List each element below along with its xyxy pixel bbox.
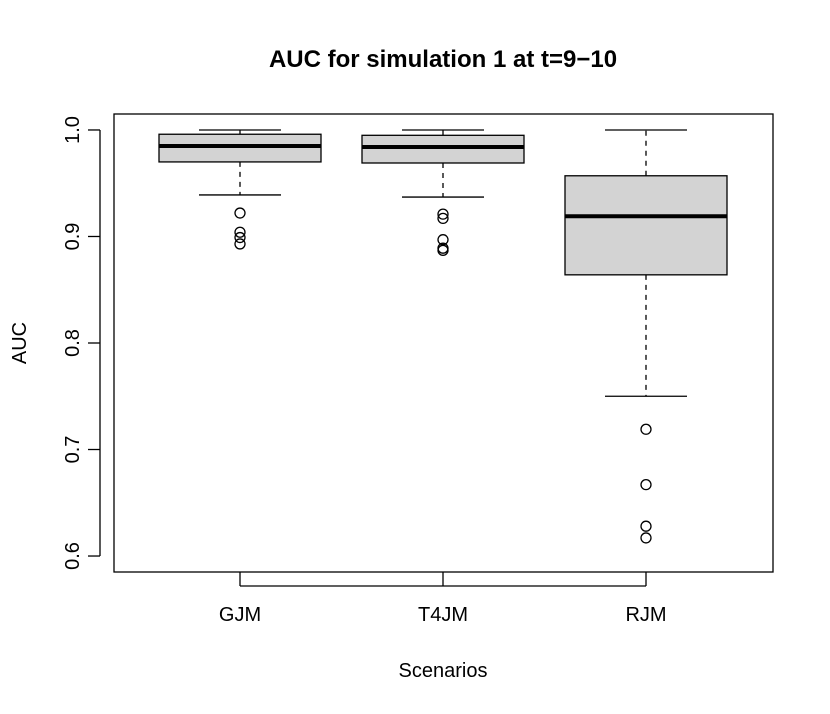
chart-title: AUC for simulation 1 at t=9−10 (269, 46, 617, 73)
outlier-point-2 (234, 231, 246, 244)
outlier-point-4 (437, 244, 449, 256)
box-gjm (158, 129, 322, 250)
outlier-point-0 (234, 207, 246, 219)
x-tick-label-gjm: GJM (219, 604, 261, 626)
outlier-point-3 (640, 532, 652, 544)
outlier-point-1 (437, 212, 449, 225)
iqr-box (158, 133, 322, 163)
y-axis: 0.6 0.7 0.8 0.9 1.0 (62, 116, 101, 570)
box-rjm (564, 129, 728, 544)
y-tick-label-1: 0.7 (62, 436, 84, 464)
x-tick-label-t4jm: T4JM (418, 604, 468, 626)
outlier-point-0 (437, 208, 449, 220)
outlier-point-2 (640, 520, 652, 532)
outlier-point-2 (437, 234, 449, 246)
box-series (158, 129, 728, 544)
iqr-box (564, 175, 728, 276)
outlier-point-1 (640, 479, 652, 491)
y-tick-label-4: 1.0 (62, 116, 84, 144)
outlier-point-0 (640, 423, 652, 435)
y-tick-label-2: 0.8 (62, 329, 84, 357)
y-axis-label: AUC (9, 322, 31, 364)
outlier-point-3 (234, 238, 246, 250)
y-tick-label-0: 0.6 (62, 542, 84, 570)
x-axis-label: Scenarios (399, 660, 488, 682)
y-tick-label-3: 0.9 (62, 223, 84, 251)
x-axis: GJM T4JM RJM (219, 572, 667, 626)
x-tick-label-rjm: RJM (625, 604, 666, 626)
outlier-point-1 (234, 226, 246, 238)
box-t4jm (361, 129, 525, 256)
iqr-box (361, 134, 525, 164)
